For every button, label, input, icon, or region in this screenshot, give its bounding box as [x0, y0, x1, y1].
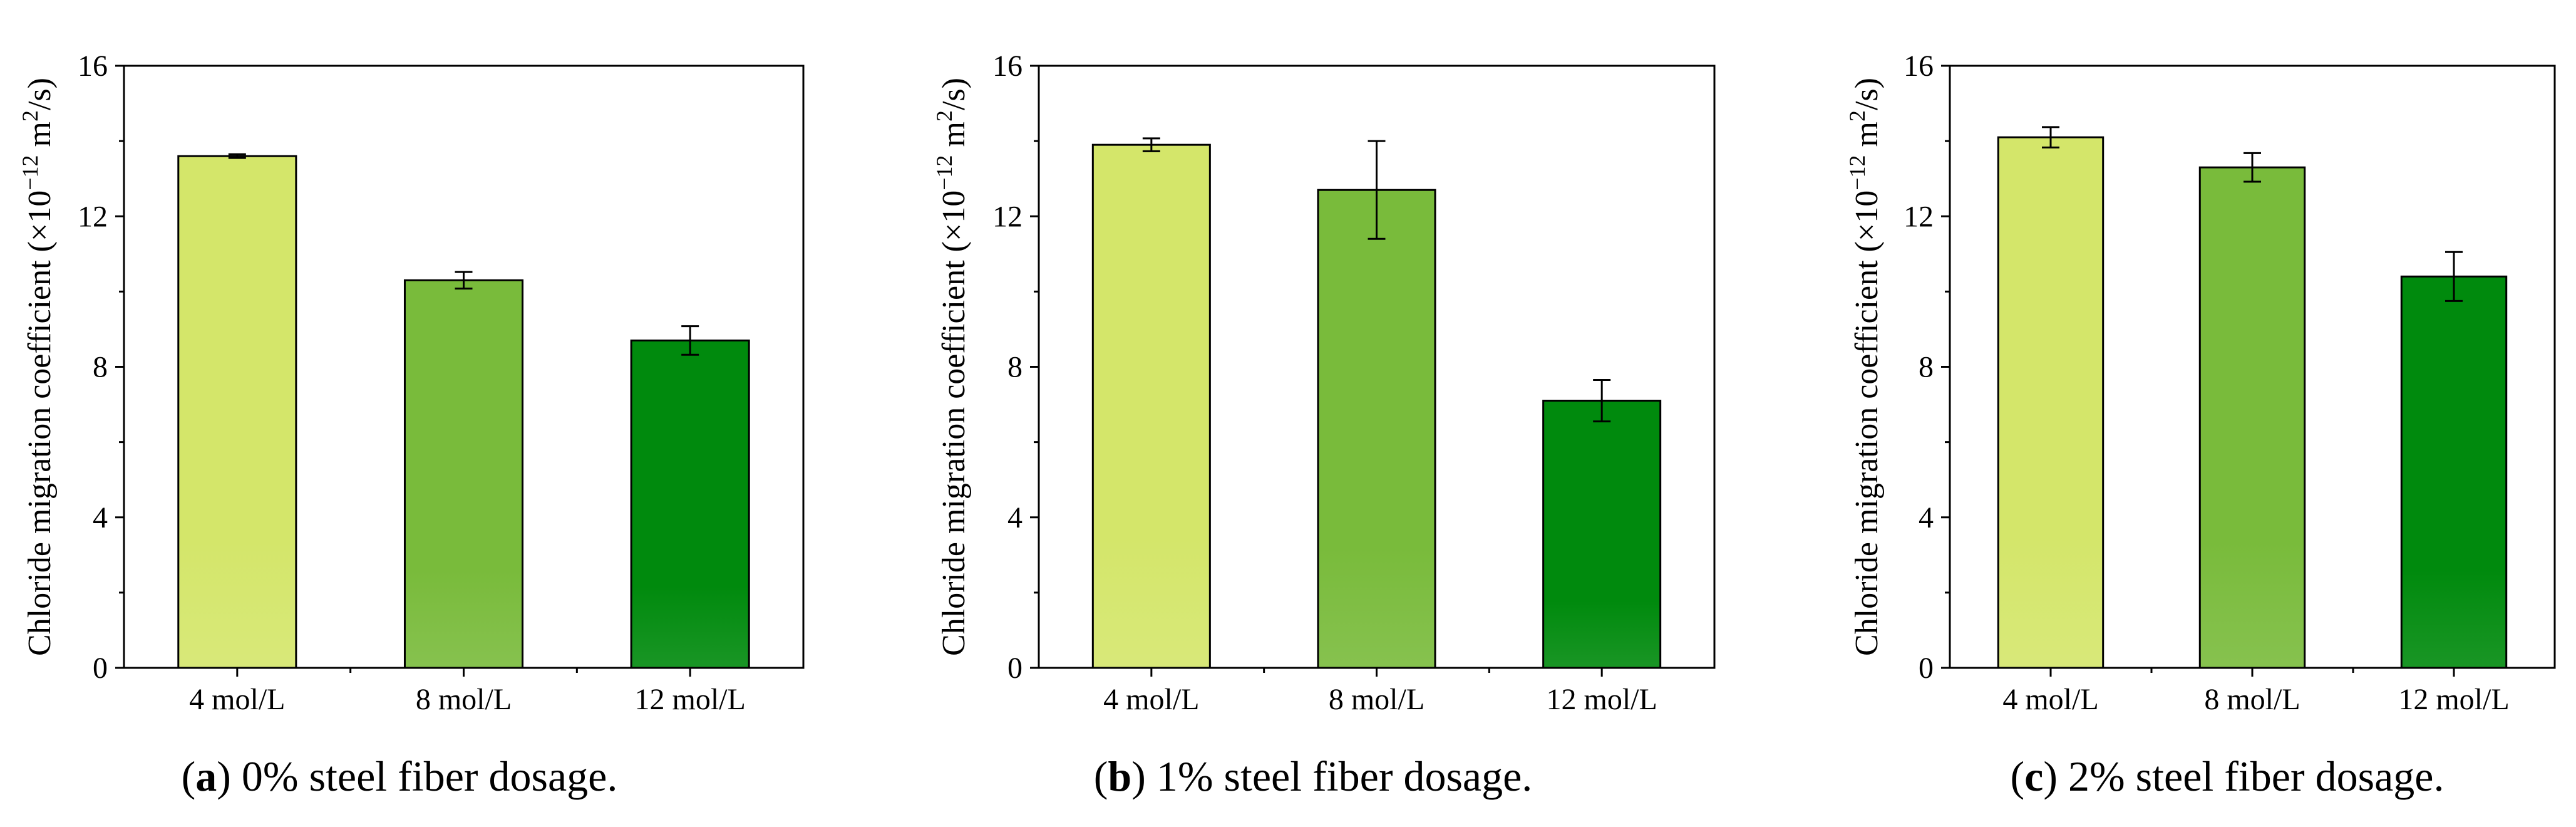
y-axis-label-text: Chloride migration coefficient (×10 — [936, 190, 972, 656]
y-axis-label-exponent: −12 — [932, 155, 957, 190]
caption-panel-letter: c — [2024, 752, 2043, 800]
chart-panel-b: 0 4 8 12 16 4 mol/L 8 mol/L 12 mol/L Chloride mi… — [932, 49, 1716, 800]
y-axis-label: Chloride migration coefficient (×10−12 m… — [932, 78, 972, 656]
x-tick-label: 12 mol/L — [635, 683, 746, 716]
panel-caption: (b) 1% steel fiber dosage. — [1094, 752, 1533, 800]
x-tick-label: 12 mol/L — [1547, 683, 1657, 716]
y-tick-label: 8 — [1919, 351, 1934, 384]
y-tick-label: 12 — [78, 200, 108, 233]
x-tick-label: 8 mol/L — [1329, 683, 1425, 716]
x-tick-label: 4 mol/L — [189, 683, 285, 716]
caption-panel-letter: b — [1108, 752, 1131, 800]
y-axis-label-tail: /s) — [22, 78, 58, 110]
y-tick-label: 4 — [1919, 501, 1934, 534]
error-bar-c-1 — [2042, 126, 2059, 148]
y-axis-label-unit: m — [1849, 122, 1885, 155]
y-tick-label: 12 — [992, 200, 1023, 233]
x-tick-label: 12 mol/L — [2398, 683, 2509, 716]
bar-a-2 — [403, 279, 524, 669]
caption-paren-open: ( — [2011, 752, 2025, 800]
error-bar-a-3 — [681, 325, 699, 356]
caption-title: 1% steel fiber dosage. — [1157, 752, 1532, 800]
y-tick-label: 0 — [1919, 652, 1934, 685]
y-axis-label-text: Chloride migration coefficient (×10 — [22, 190, 58, 656]
y-tick-label: 8 — [1007, 351, 1023, 384]
y-tick-label: 4 — [1007, 501, 1023, 534]
y-tick-label: 0 — [1007, 652, 1023, 685]
x-tick-label: 8 mol/L — [416, 683, 512, 716]
bar-c-1 — [1997, 136, 2105, 669]
error-bar-c-2 — [2244, 152, 2261, 183]
caption-panel-letter: a — [195, 752, 217, 800]
bar-a-3 — [630, 339, 750, 669]
panel-caption: (a) 0% steel fiber dosage. — [182, 752, 618, 800]
caption-paren-open: ( — [1094, 752, 1108, 800]
y-tick-label: 4 — [93, 501, 108, 534]
caption-title: 2% steel fiber dosage. — [2068, 752, 2444, 800]
y-axis-label-unit: m — [936, 122, 972, 155]
chart-panel-a: 0 4 8 12 16 4 mol/L 8 mol/L 12 mol/L Chloride mi… — [18, 49, 805, 800]
bar-b-2 — [1317, 189, 1436, 669]
x-tick-label: 4 mol/L — [2002, 683, 2098, 716]
caption-paren-close: ) — [2043, 752, 2068, 800]
error-bar-b-3 — [1593, 379, 1611, 423]
y-axis-label-unit: m — [22, 122, 58, 155]
y-axis-label-exponent: −12 — [1845, 155, 1870, 190]
y-tick-label: 8 — [93, 351, 108, 384]
y-axis-label-unit-exponent: 2 — [932, 110, 957, 122]
bar-a-1 — [177, 155, 297, 669]
error-bar-b-2 — [1368, 140, 1386, 240]
y-tick-label: 16 — [992, 49, 1023, 83]
bar-b-3 — [1542, 400, 1662, 669]
x-tick-label: 4 mol/L — [1103, 683, 1199, 716]
y-axis-label: Chloride migration coefficient (×10−12 m… — [18, 78, 58, 656]
error-bar-a-2 — [455, 271, 473, 290]
error-bar-a-1 — [228, 153, 246, 159]
y-axis-label-exponent: −12 — [18, 155, 43, 190]
panel-caption: (c) 2% steel fiber dosage. — [2011, 752, 2445, 800]
y-axis-label: Chloride migration coefficient (×10−12 m… — [1845, 78, 1885, 656]
y-axis-label-tail: /s) — [1849, 78, 1885, 110]
y-tick-label: 12 — [1904, 200, 1934, 233]
bar-b-1 — [1091, 143, 1211, 669]
bar-c-2 — [2198, 166, 2306, 669]
error-bar-c-3 — [2445, 251, 2463, 302]
bar-c-3 — [2400, 275, 2508, 669]
caption-title: 0% steel fiber dosage. — [242, 752, 617, 800]
error-bar-b-1 — [1142, 137, 1160, 152]
caption-paren-close: ) — [217, 752, 242, 800]
y-axis-label-unit-exponent: 2 — [1845, 110, 1870, 122]
y-axis-label-tail: /s) — [936, 78, 972, 110]
chart-panel-c: 0 4 8 12 16 4 mol/L 8 mol/L 12 mol/L Chloride mi… — [1845, 49, 2556, 800]
y-axis-label-unit-exponent: 2 — [18, 110, 43, 122]
y-axis-label-text: Chloride migration coefficient (×10 — [1849, 190, 1885, 656]
caption-paren-open: ( — [182, 752, 196, 800]
x-tick-label: 8 mol/L — [2204, 683, 2300, 716]
y-tick-label: 0 — [93, 652, 108, 685]
y-tick-label: 16 — [78, 49, 108, 83]
caption-paren-close: ) — [1131, 752, 1157, 800]
y-tick-label: 16 — [1904, 49, 1934, 83]
